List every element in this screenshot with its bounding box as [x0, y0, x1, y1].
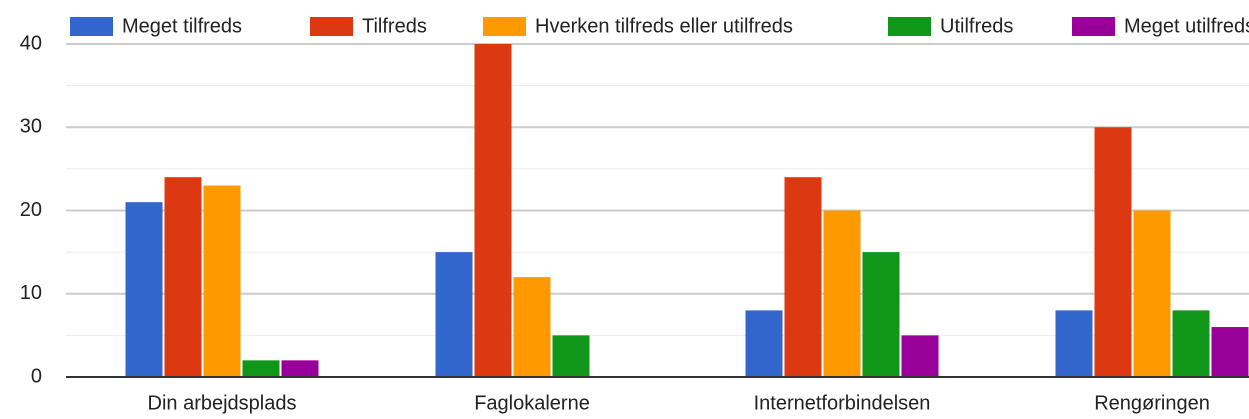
legend-swatch — [888, 17, 931, 36]
legend-label: Utilfreds — [940, 15, 1013, 37]
y-tick-label: 20 — [20, 199, 42, 221]
bar — [242, 360, 280, 377]
bar — [745, 310, 783, 377]
bar — [1055, 310, 1093, 377]
x-tick-label: Internetforbindelsen — [754, 392, 931, 414]
bar — [1211, 327, 1249, 377]
bar — [125, 202, 163, 377]
x-tick-label: Faglokalerne — [474, 392, 590, 414]
y-tick-label: 30 — [20, 116, 42, 138]
legend-swatch — [1072, 17, 1115, 36]
x-tick-label: Rengøringen — [1094, 392, 1210, 414]
bar — [823, 210, 861, 377]
bar — [513, 277, 551, 377]
legend-swatch — [483, 17, 526, 36]
legend-label: Meget utilfreds — [1124, 15, 1249, 37]
x-tick-label: Din arbejdsplads — [148, 392, 297, 414]
y-tick-label: 0 — [31, 365, 42, 387]
bar — [862, 252, 900, 377]
legend-label: Tilfreds — [362, 15, 427, 37]
bar — [435, 252, 473, 377]
bar — [901, 335, 939, 377]
bar — [784, 177, 822, 377]
y-tick-label: 40 — [20, 32, 42, 54]
legend-swatch — [310, 17, 353, 36]
bar — [1172, 310, 1210, 377]
y-tick-label: 10 — [20, 282, 42, 304]
bar — [474, 44, 512, 377]
legend-label: Meget tilfreds — [122, 15, 242, 37]
bar — [164, 177, 202, 377]
legend-swatch — [70, 17, 113, 36]
bar — [203, 185, 241, 377]
bar — [552, 335, 590, 377]
legend-label: Hverken tilfreds eller utilfreds — [535, 15, 793, 37]
bar — [1094, 127, 1132, 377]
bar — [1133, 210, 1171, 377]
bar — [281, 360, 319, 377]
